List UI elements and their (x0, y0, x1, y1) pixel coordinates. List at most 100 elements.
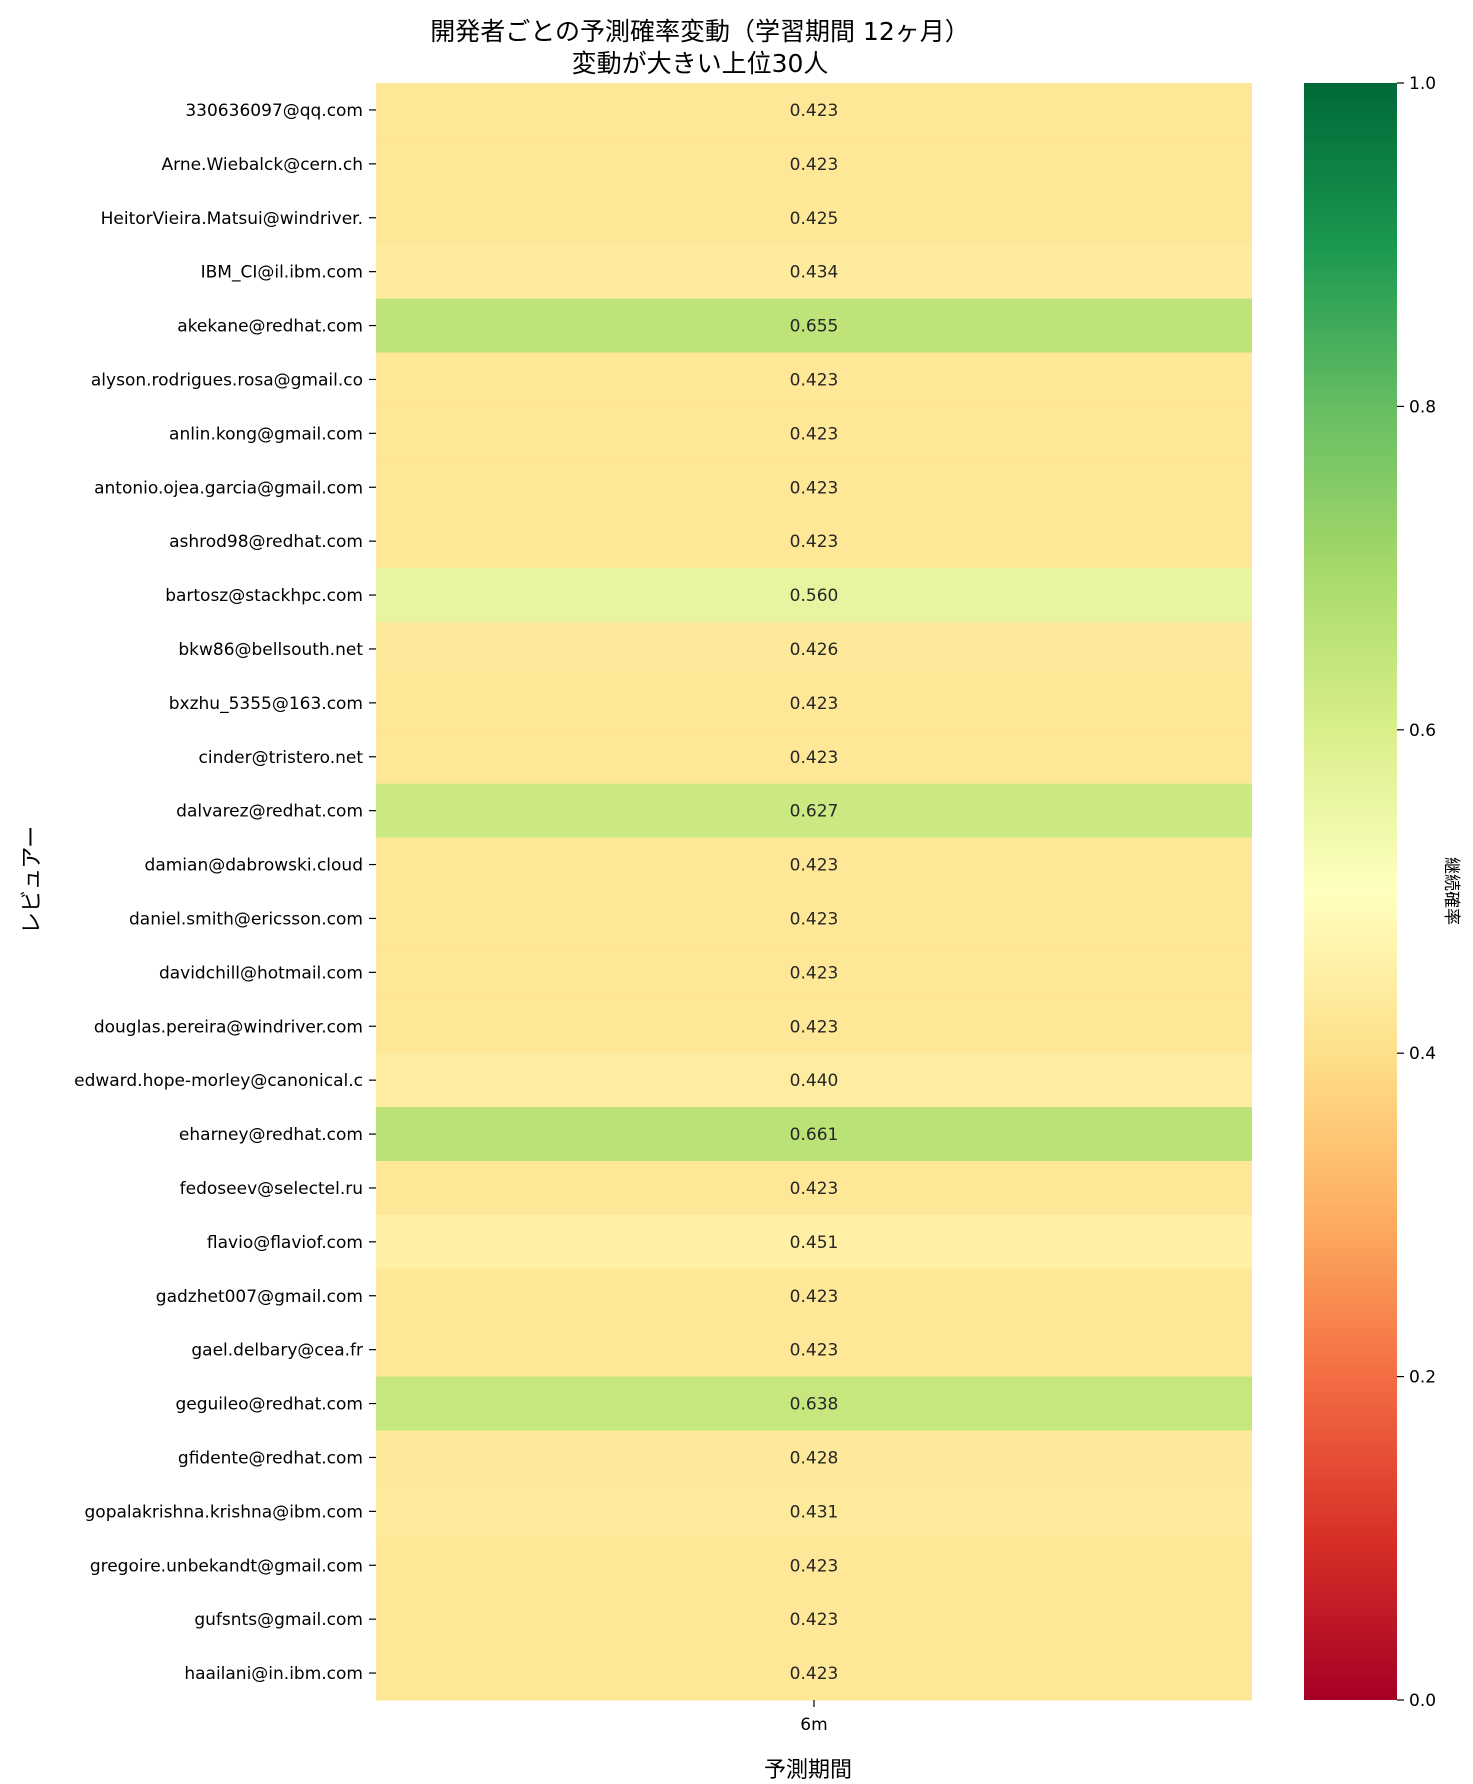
heatmap-cell (376, 1592, 1252, 1647)
colorbar (1304, 83, 1397, 1700)
y-tick-label: Arne.Wiebalck@cern.ch (162, 155, 364, 175)
y-tick-label: davidchill@hotmail.com (159, 963, 363, 983)
heatmap-cell (376, 460, 1252, 515)
heatmap-cell (376, 136, 1252, 192)
cell-value-label: 0.423 (790, 155, 839, 175)
y-tick-label: akekane@redhat.com (177, 317, 363, 337)
cell-value-label: 0.440 (790, 1071, 839, 1091)
heatmap-cell (376, 675, 1252, 731)
colorbar-label: 継続確率 (1441, 857, 1461, 925)
heatmap-cell (376, 783, 1252, 839)
cell-value-label: 0.423 (790, 963, 839, 983)
colorbar-tick-label: 0.4 (1409, 1044, 1436, 1064)
y-tick-label: dalvarez@redhat.com (176, 802, 363, 822)
y-tick-label: HeitorVieira.Matsui@windriver. (101, 209, 363, 229)
y-tick-label: ashrod98@redhat.com (169, 532, 363, 552)
heatmap-cell (376, 568, 1252, 623)
y-tick-label: gregoire.unbekandt@gmail.com (90, 1556, 363, 1576)
cell-value-label: 0.425 (790, 209, 839, 229)
x-tick-label: 6m (800, 1715, 827, 1735)
y-tick-label: gadzhet007@gmail.com (156, 1287, 363, 1307)
cell-value-label: 0.423 (790, 748, 839, 768)
heatmap-cell (376, 83, 1252, 138)
heatmap-cell (376, 1484, 1252, 1539)
heatmap-cell (376, 244, 1252, 300)
cell-value-label: 0.423 (790, 909, 839, 929)
heatmap-cell (376, 622, 1252, 677)
y-tick-label: douglas.pereira@windriver.com (94, 1017, 363, 1037)
y-tick-label: anlin.kong@gmail.com (169, 424, 363, 444)
y-tick-label: bxzhu_5355@163.com (169, 694, 363, 714)
y-tick-label: gfidente@redhat.com (178, 1448, 363, 1468)
heatmap-cell (376, 1268, 1252, 1324)
colorbar-tick-label: 0.8 (1409, 397, 1436, 417)
heatmap-cell (376, 1430, 1252, 1485)
y-tick-label: alyson.rodrigues.rosa@gmail.co (91, 370, 363, 390)
heatmap-cell (376, 1646, 1252, 1701)
y-tick-label: geguileo@redhat.com (175, 1395, 363, 1415)
y-tick-label: gael.delbary@cea.fr (191, 1341, 363, 1361)
y-tick-label: IBM_CI@il.ibm.com (201, 263, 363, 283)
y-tick-label: cinder@tristero.net (199, 748, 364, 768)
y-tick-label: edward.hope-morley@canonical.c (74, 1071, 363, 1091)
cell-value-label: 0.423 (790, 1287, 839, 1307)
heatmap-cell (376, 891, 1252, 946)
cell-value-label: 0.423 (790, 424, 839, 444)
heatmap-cell (376, 1538, 1252, 1593)
x-axis-label: 予測期間 (763, 1758, 852, 1783)
colorbar-tick-label: 0.2 (1409, 1368, 1436, 1388)
heatmap-cell (376, 999, 1252, 1054)
heatmap-cell (376, 1161, 1252, 1216)
chart-title: 開発者ごとの予測確率変動（学習期間 12ヶ月） (430, 17, 970, 46)
heatmap-cell (376, 514, 1252, 569)
cell-value-label: 0.423 (790, 1341, 839, 1361)
colorbar-tick-label: 0.6 (1409, 721, 1436, 741)
colorbar-tick-label: 1.0 (1409, 74, 1436, 94)
cell-value-label: 0.638 (790, 1395, 839, 1415)
y-tick-label: fedoseev@selectel.ru (180, 1179, 363, 1199)
y-tick-label: eharney@redhat.com (179, 1125, 363, 1145)
y-tick-label: bartosz@stackhpc.com (165, 586, 363, 606)
cell-value-label: 0.423 (790, 1610, 839, 1630)
cell-value-label: 0.661 (790, 1125, 839, 1145)
cell-value-label: 0.428 (790, 1448, 839, 1468)
y-tick-label: gufsnts@gmail.com (194, 1610, 363, 1630)
heatmap-cell (376, 729, 1252, 785)
y-tick-label: gopalakrishna.krishna@ibm.com (85, 1502, 364, 1522)
heatmap-cell (376, 352, 1252, 407)
cell-value-label: 0.423 (790, 694, 839, 714)
y-tick-label: bkw86@bellsouth.net (178, 640, 363, 660)
heatmap-cell (376, 190, 1252, 246)
heatmap-cell (376, 1214, 1252, 1270)
cell-value-label: 0.560 (790, 586, 839, 606)
y-tick-label: haailani@in.ibm.com (184, 1664, 363, 1684)
cell-value-label: 0.426 (790, 640, 839, 660)
heatmap-cell (376, 1322, 1252, 1378)
y-tick-label: damian@dabrowski.cloud (145, 856, 363, 876)
cell-value-label: 0.423 (790, 1556, 839, 1576)
cell-value-label: 0.423 (790, 1664, 839, 1684)
chart-subtitle: 変動が大きい上位30人 (571, 49, 829, 78)
cell-value-label: 0.423 (790, 1179, 839, 1199)
heatmap-cell (376, 1107, 1252, 1162)
heatmap-cell (376, 1376, 1252, 1431)
heatmap-cell (376, 837, 1252, 892)
cell-value-label: 0.423 (790, 532, 839, 552)
y-tick-label: flavio@flaviof.com (207, 1233, 363, 1253)
cell-value-label: 0.451 (790, 1233, 839, 1253)
heatmap-cell (376, 298, 1252, 353)
cell-value-label: 0.423 (790, 856, 839, 876)
cell-value-label: 0.627 (790, 802, 839, 822)
heatmap-cell (376, 406, 1252, 461)
heatmap-cell (376, 1053, 1252, 1108)
cell-value-label: 0.423 (790, 1017, 839, 1037)
heatmap-cell (376, 945, 1252, 1000)
y-tick-label: daniel.smith@ericsson.com (129, 909, 363, 929)
cell-value-label: 0.434 (790, 263, 839, 283)
cell-value-label: 0.423 (790, 370, 839, 390)
cell-value-label: 0.423 (790, 478, 839, 498)
cell-value-label: 0.431 (790, 1502, 839, 1522)
y-tick-label: 330636097@qq.com (185, 101, 363, 121)
